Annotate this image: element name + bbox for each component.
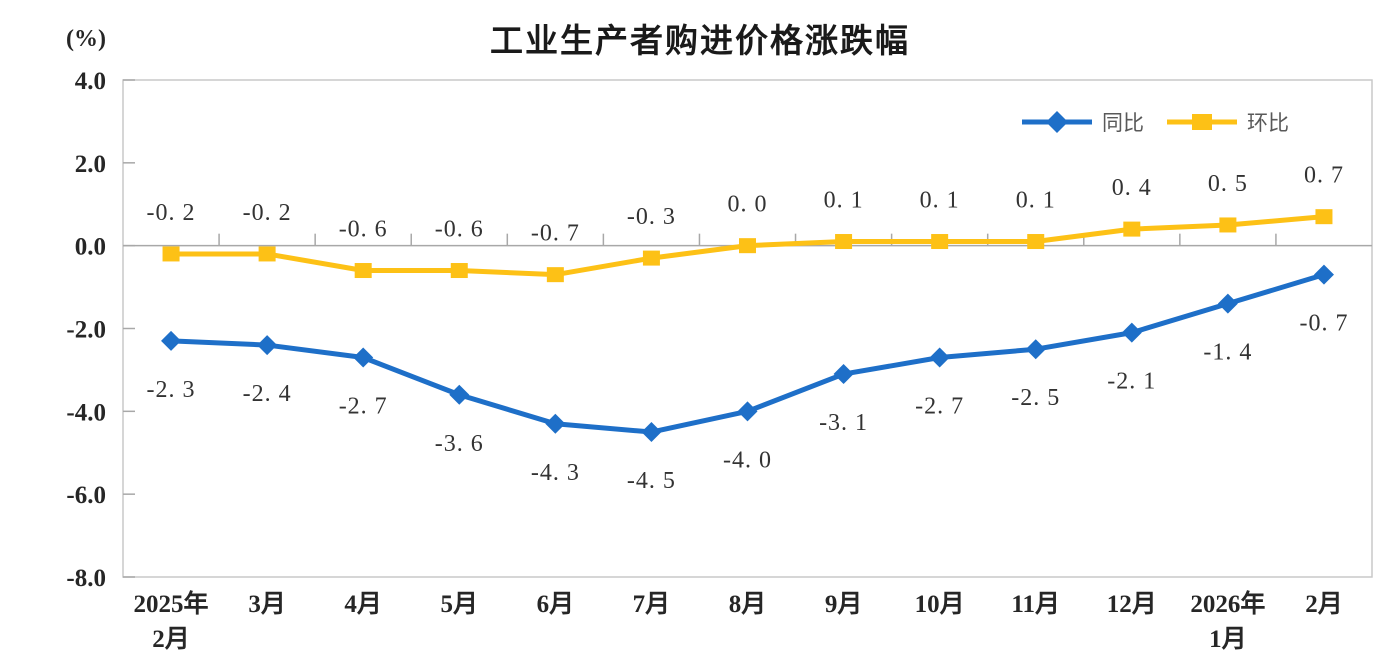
x-axis-category-label: 8月: [729, 591, 767, 618]
square-marker-huanbi: [1219, 217, 1237, 233]
y-axis-tick-label: -4.0: [66, 399, 106, 426]
data-label-tongbi: -2. 3: [147, 377, 196, 403]
diamond-marker-tongbi: [161, 330, 182, 351]
square-marker-huanbi: [931, 234, 949, 250]
diamond-marker-tongbi: [1217, 293, 1238, 314]
data-label-huanbi: 0. 0: [728, 192, 768, 218]
x-axis-category-label: 10月: [915, 591, 965, 618]
x-axis-category-label: 12月: [1107, 591, 1157, 618]
data-label-tongbi: -4. 5: [627, 468, 676, 494]
data-label-tongbi: -3. 6: [435, 431, 484, 457]
x-axis-category-label: 1月: [1209, 626, 1247, 653]
x-axis-category-label: 5月: [441, 591, 479, 618]
x-axis-category-label: 3月: [248, 591, 286, 618]
data-label-tongbi: -2. 4: [243, 381, 292, 407]
square-marker-huanbi: [835, 234, 853, 250]
square-marker-huanbi: [162, 246, 180, 262]
diamond-marker-tongbi: [929, 347, 950, 368]
x-axis-category-label: 9月: [825, 591, 863, 618]
data-label-huanbi: 0. 4: [1112, 175, 1152, 201]
data-label-tongbi: -0. 7: [1299, 311, 1348, 337]
data-label-huanbi: -0. 3: [627, 204, 676, 230]
diamond-marker-tongbi: [545, 413, 566, 434]
x-axis-category-label: 11月: [1011, 591, 1060, 618]
data-label-huanbi: -0. 2: [243, 200, 292, 226]
x-axis-category-label: 2月: [152, 626, 190, 653]
diamond-marker-tongbi: [737, 401, 758, 422]
square-marker-huanbi: [642, 250, 660, 266]
square-marker-huanbi: [1315, 209, 1333, 225]
data-label-tongbi: -2. 7: [339, 393, 388, 419]
data-label-tongbi: -3. 1: [819, 410, 868, 436]
chart-title: 工业生产者购进价格涨跌幅: [490, 22, 910, 59]
data-label-huanbi: -0. 6: [435, 217, 484, 243]
y-axis-tick-label: 0.0: [75, 234, 106, 261]
diamond-marker-tongbi: [641, 422, 662, 443]
x-axis-category-label: 2025年: [134, 589, 209, 618]
square-marker-huanbi: [258, 246, 276, 262]
diamond-marker-tongbi: [353, 347, 374, 368]
square-marker-huanbi: [1123, 221, 1141, 237]
data-label-tongbi: -4. 0: [723, 447, 772, 473]
square-marker-huanbi: [450, 263, 468, 279]
y-axis-tick-label: 4.0: [75, 68, 106, 95]
y-axis-tick-label: -8.0: [66, 565, 106, 592]
diamond-marker-tongbi: [1313, 264, 1334, 285]
plot-border: [122, 79, 1373, 578]
square-marker-huanbi: [546, 267, 564, 283]
data-label-huanbi: -0. 6: [339, 217, 388, 243]
square-marker-huanbi: [354, 263, 372, 279]
x-axis-category-label: 2026年: [1190, 589, 1265, 618]
data-label-tongbi: -2. 1: [1107, 369, 1156, 395]
x-axis-category-label: 6月: [537, 591, 575, 618]
x-axis-category-label: 2月: [1305, 591, 1343, 618]
data-label-tongbi: -2. 5: [1011, 385, 1060, 411]
square-marker-huanbi: [739, 238, 756, 254]
data-label-tongbi: -4. 3: [531, 460, 580, 486]
legend-label-huanbi: 环比: [1247, 111, 1289, 135]
diamond-marker-tongbi: [449, 384, 470, 405]
diamond-marker-tongbi: [1025, 339, 1046, 360]
x-axis-category-label: 7月: [633, 591, 671, 618]
data-label-huanbi: 0. 1: [824, 188, 864, 214]
data-label-huanbi: 0. 7: [1304, 163, 1344, 189]
y-axis-tick-label: 2.0: [75, 151, 106, 178]
y-axis-tick-label: -2.0: [66, 317, 106, 344]
x-axis-category-label: 4月: [344, 591, 382, 618]
legend-square-marker-huanbi: [1192, 114, 1212, 130]
data-label-tongbi: -1. 4: [1203, 340, 1252, 366]
y-axis-unit-label: (%): [66, 26, 106, 52]
data-label-huanbi: 0. 5: [1208, 171, 1248, 197]
data-label-huanbi: -0. 2: [147, 200, 196, 226]
data-label-huanbi: 0. 1: [1016, 188, 1056, 214]
square-marker-huanbi: [1027, 234, 1045, 250]
diamond-marker-tongbi: [833, 364, 854, 385]
data-label-huanbi: 0. 1: [920, 188, 960, 214]
legend-diamond-marker-tongbi: [1046, 111, 1068, 133]
diamond-marker-tongbi: [257, 335, 278, 356]
diamond-marker-tongbi: [1121, 322, 1142, 343]
legend-label-tongbi: 同比: [1102, 111, 1144, 135]
data-label-huanbi: -0. 7: [531, 221, 580, 247]
data-label-tongbi: -2. 7: [915, 393, 964, 419]
y-axis-tick-label: -6.0: [66, 482, 106, 509]
